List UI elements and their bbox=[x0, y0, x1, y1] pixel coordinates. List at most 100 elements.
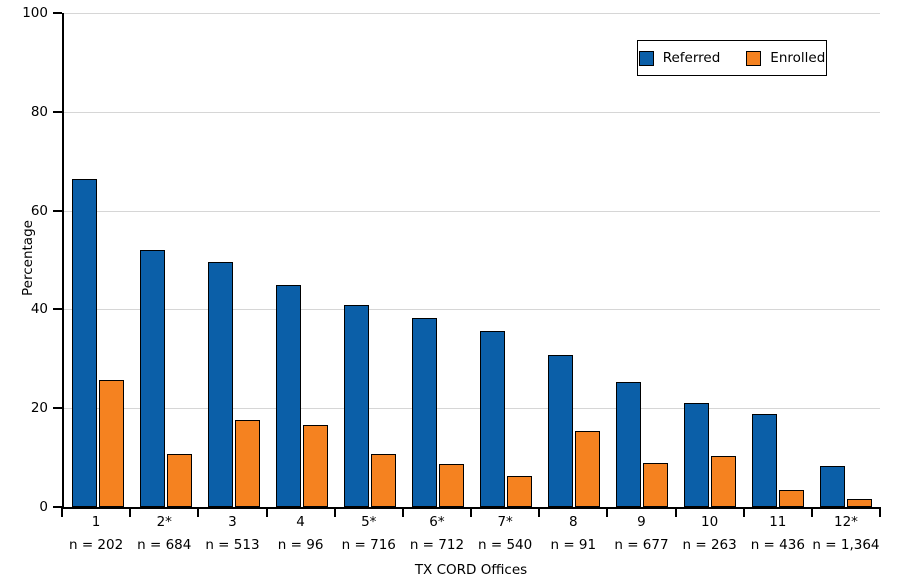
bar-group-10 bbox=[676, 13, 744, 507]
referred-bar-6* bbox=[412, 318, 437, 507]
x-label-10: 10 n = 263 bbox=[676, 514, 744, 553]
legend-item-enrolled: Enrolled bbox=[746, 50, 825, 66]
office-label: 6* bbox=[429, 514, 445, 530]
x-tick-mark-3 bbox=[265, 507, 268, 517]
office-label: 4 bbox=[296, 514, 305, 530]
n-count-label: n = 202 bbox=[68, 537, 124, 553]
x-tick-mark-11 bbox=[810, 507, 813, 517]
referred-bar-4 bbox=[276, 285, 301, 507]
enrolled-bar-2* bbox=[167, 453, 192, 507]
gridline-20 bbox=[64, 408, 880, 410]
y-tick-mark-20 bbox=[53, 407, 62, 410]
referred-bar-7* bbox=[480, 330, 505, 507]
x-tick-mark-0 bbox=[61, 507, 63, 517]
bar-group-6* bbox=[404, 13, 472, 507]
bar-group-5* bbox=[336, 13, 404, 507]
x-tick-mark-8 bbox=[606, 507, 609, 517]
gridline-60 bbox=[64, 210, 880, 212]
n-count-label: n = 712 bbox=[409, 537, 465, 553]
x-label-2*: 2* n = 684 bbox=[130, 514, 198, 553]
gridline-80 bbox=[64, 111, 880, 113]
referred-bar-2* bbox=[140, 250, 165, 507]
enrolled-bar-1 bbox=[99, 380, 124, 507]
x-label-5*: 5* n = 716 bbox=[335, 514, 403, 553]
n-count-label: n = 716 bbox=[341, 537, 396, 553]
enrolled-bar-5* bbox=[371, 453, 396, 507]
legend: Referred Enrolled bbox=[637, 40, 827, 76]
bar-group-3 bbox=[200, 13, 268, 507]
referred-bar-11 bbox=[752, 413, 777, 507]
referred-bar-3 bbox=[208, 262, 233, 507]
enrolled-bar-9 bbox=[643, 463, 668, 507]
legend-label: Enrolled bbox=[770, 50, 826, 66]
n-count-label: n = 513 bbox=[205, 537, 260, 553]
x-label-7*: 7* n = 540 bbox=[471, 514, 539, 553]
enrolled-bar-4 bbox=[303, 424, 328, 507]
bar-group-12* bbox=[812, 13, 880, 507]
referred-bar-1 bbox=[72, 178, 97, 507]
n-count-label: n = 96 bbox=[277, 537, 324, 553]
referred-swatch-icon bbox=[638, 50, 654, 66]
n-count-label: n = 263 bbox=[682, 537, 737, 553]
bar-group-2* bbox=[132, 13, 200, 507]
bar-group-7* bbox=[472, 13, 540, 507]
bar-group-4 bbox=[268, 13, 336, 507]
x-tick-mark-4 bbox=[333, 507, 336, 517]
x-label-8: 8 n = 91 bbox=[539, 514, 607, 553]
n-count-label: n = 677 bbox=[614, 537, 669, 553]
y-tick-label-20: 20 bbox=[30, 400, 48, 417]
y-tick-mark-60 bbox=[53, 209, 62, 212]
enrolled-bar-7* bbox=[507, 476, 532, 507]
enrolled-bar-3 bbox=[235, 420, 260, 507]
y-tick-label-40: 40 bbox=[30, 301, 48, 318]
office-label: 1 bbox=[91, 514, 101, 530]
bar-group-1 bbox=[64, 13, 132, 507]
enrolled-bar-8 bbox=[575, 430, 600, 507]
x-axis-labels: 1 n = 202 2* n = 684 3 n = 513 4 n = 96 5* n = 71… bbox=[62, 514, 880, 553]
enrolled-bar-6* bbox=[439, 464, 464, 507]
n-count-label: n = 684 bbox=[137, 537, 192, 553]
y-tick-label-100: 100 bbox=[22, 5, 48, 21]
enrolled-bar-12* bbox=[847, 498, 872, 507]
y-tick-label-0: 0 bbox=[39, 499, 48, 515]
x-tick-mark-2 bbox=[197, 507, 200, 517]
bar-group-11 bbox=[744, 13, 812, 507]
legend-label: Referred bbox=[662, 50, 721, 66]
office-label: 5* bbox=[361, 514, 377, 530]
bar-group-8 bbox=[540, 13, 608, 507]
n-count-label: n = 436 bbox=[750, 537, 805, 553]
office-label: 2* bbox=[156, 514, 172, 530]
office-label: 12* bbox=[834, 514, 858, 530]
y-tick-mark-40 bbox=[53, 308, 62, 311]
y-tick-label-60: 60 bbox=[30, 202, 48, 219]
x-label-11: 11 n = 436 bbox=[744, 514, 812, 553]
x-tick-mark-10 bbox=[742, 507, 745, 517]
x-label-6*: 6* n = 712 bbox=[403, 514, 471, 553]
legend-item-referred: Referred bbox=[638, 50, 721, 66]
enrolled-swatch-icon bbox=[746, 50, 762, 66]
y-tick-mark-100 bbox=[53, 12, 62, 14]
office-label: 11 bbox=[769, 514, 787, 530]
y-tick-mark-0 bbox=[53, 506, 62, 508]
office-label: 9 bbox=[637, 514, 646, 530]
x-tick-mark-7 bbox=[538, 507, 541, 517]
n-count-label: n = 540 bbox=[478, 537, 533, 553]
referred-bar-10 bbox=[684, 403, 709, 507]
referred-bar-5* bbox=[344, 304, 369, 507]
referred-bar-9 bbox=[616, 382, 641, 507]
x-tick-mark-12 bbox=[879, 507, 881, 517]
x-label-9: 9 n = 677 bbox=[607, 514, 675, 553]
x-tick-mark-5 bbox=[401, 507, 404, 517]
enrolled-bar-10 bbox=[711, 456, 736, 507]
referred-bar-8 bbox=[548, 355, 573, 507]
referred-bar-12* bbox=[820, 465, 845, 507]
bar-group-9 bbox=[608, 13, 676, 507]
gridline-100 bbox=[64, 13, 880, 14]
office-label: 10 bbox=[701, 514, 719, 530]
office-label: 3 bbox=[228, 514, 237, 530]
x-label-1: 1 n = 202 bbox=[62, 514, 130, 553]
x-tick-mark-1 bbox=[129, 507, 132, 517]
gridline-40 bbox=[64, 309, 880, 311]
x-label-3: 3 n = 513 bbox=[198, 514, 266, 553]
y-tick-mark-80 bbox=[53, 110, 62, 113]
